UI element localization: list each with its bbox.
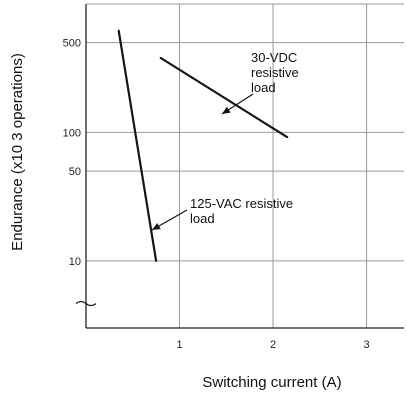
series-line-2 (159, 56, 289, 139)
series-label-2-line-3: load (251, 80, 276, 95)
y-tick-label-500: 500 (63, 38, 81, 50)
x-axis-label: Switching current (A) (202, 374, 341, 391)
y-tick-label-100: 100 (63, 127, 81, 139)
series-label-2: 30-VDC resistive load (251, 50, 299, 95)
series-layer (117, 29, 289, 262)
y-tick-label-10: 10 (69, 256, 81, 268)
x-tick-label-1: 1 (176, 339, 182, 351)
grid-layer (86, 4, 404, 328)
series-line-1 (117, 29, 158, 262)
plot-frame (75, 3, 404, 329)
series-arrowhead-1 (152, 223, 161, 230)
series-label-2-line-1: 30-VDC (251, 50, 297, 65)
series-label-1: 125-VAC resistive load (190, 196, 293, 226)
series-label-2-line-2: resistive (251, 65, 299, 80)
series-arrowhead-2 (222, 106, 231, 114)
y-tick-label-50: 50 (69, 166, 81, 178)
x-tick-label-3: 3 (364, 339, 370, 351)
tick-labels: 1 2 3 500 100 50 10 (63, 38, 370, 351)
y-axis-label: Endurance (x10 3 operations) (9, 53, 26, 251)
x-tick-label-2: 2 (270, 339, 276, 351)
axis-break-mark (75, 300, 97, 307)
series-label-1-line-1: 125-VAC resistive (190, 196, 293, 211)
series-label-1-line-2: load (190, 211, 215, 226)
